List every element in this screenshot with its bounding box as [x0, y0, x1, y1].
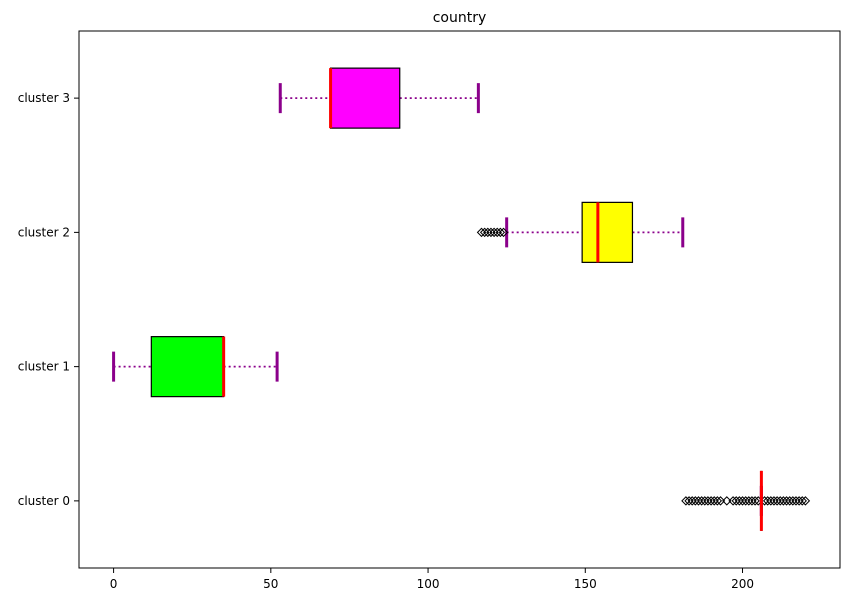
outlier-point: [759, 496, 770, 506]
outlier-point: [797, 496, 807, 506]
outlier-point: [489, 227, 499, 238]
y-tick-label: cluster 3: [18, 91, 70, 105]
box-group: [278, 67, 480, 129]
outlier-point: [722, 496, 732, 506]
outlier-point: [775, 496, 785, 506]
outlier-point: [762, 496, 773, 506]
outlier-point: [684, 496, 694, 506]
outlier-point: [703, 496, 713, 506]
outlier-point: [479, 227, 490, 238]
x-tick-label: 150: [574, 577, 597, 591]
chart-title: country: [433, 10, 487, 26]
outlier-point: [687, 496, 697, 506]
outlier-point: [794, 496, 804, 506]
outlier-point: [709, 496, 719, 506]
box-group: [476, 201, 685, 263]
outlier-point: [781, 496, 792, 506]
chart-marks: [112, 67, 811, 531]
outlier-point: [476, 227, 487, 238]
outlier-point: [700, 496, 710, 506]
box: [581, 201, 634, 263]
box-group: [112, 336, 279, 398]
outlier-point: [750, 496, 760, 506]
outlier-point: [693, 496, 704, 506]
x-axis-ticks: 0 50 100 150 200: [110, 568, 754, 591]
outlier-point: [495, 227, 506, 238]
outlier-point: [747, 496, 757, 506]
outlier-point: [498, 227, 509, 238]
outlier-point: [788, 496, 798, 506]
outlier-point: [778, 496, 789, 506]
box-group: [681, 470, 811, 531]
x-tick-label: 100: [417, 577, 440, 591]
outlier-point: [734, 496, 745, 506]
x-tick-label: 50: [263, 577, 278, 591]
outlier-point: [486, 227, 496, 238]
outlier-point: [800, 496, 811, 506]
outlier-point: [740, 496, 751, 506]
outlier-point: [784, 496, 795, 506]
outlier-point: [744, 496, 754, 506]
outlier-point: [715, 496, 726, 506]
outlier-point: [696, 496, 707, 506]
outlier-point: [483, 227, 493, 238]
outlier-point: [731, 496, 741, 506]
y-tick-label: cluster 0: [18, 494, 70, 508]
outlier-point: [706, 496, 716, 506]
outlier-point: [791, 496, 801, 506]
plot-area: [78, 30, 841, 569]
outlier-point: [737, 496, 748, 506]
y-tick-label: cluster 1: [18, 360, 70, 374]
x-tick-label: 0: [110, 577, 118, 591]
box: [150, 336, 225, 398]
box: [329, 67, 401, 129]
y-axis-ticks: cluster 0 cluster 1 cluster 2 cluster 3: [18, 91, 79, 508]
x-tick-label: 200: [731, 577, 754, 591]
outlier-point: [766, 496, 776, 506]
outlier-point: [712, 496, 723, 506]
outlier-point: [681, 496, 691, 506]
outlier-point: [772, 496, 782, 506]
outlier-point: [769, 496, 779, 506]
outlier-point: [690, 496, 701, 506]
outlier-point: [492, 227, 502, 238]
y-tick-label: cluster 2: [18, 225, 70, 239]
outlier-point: [728, 496, 738, 506]
